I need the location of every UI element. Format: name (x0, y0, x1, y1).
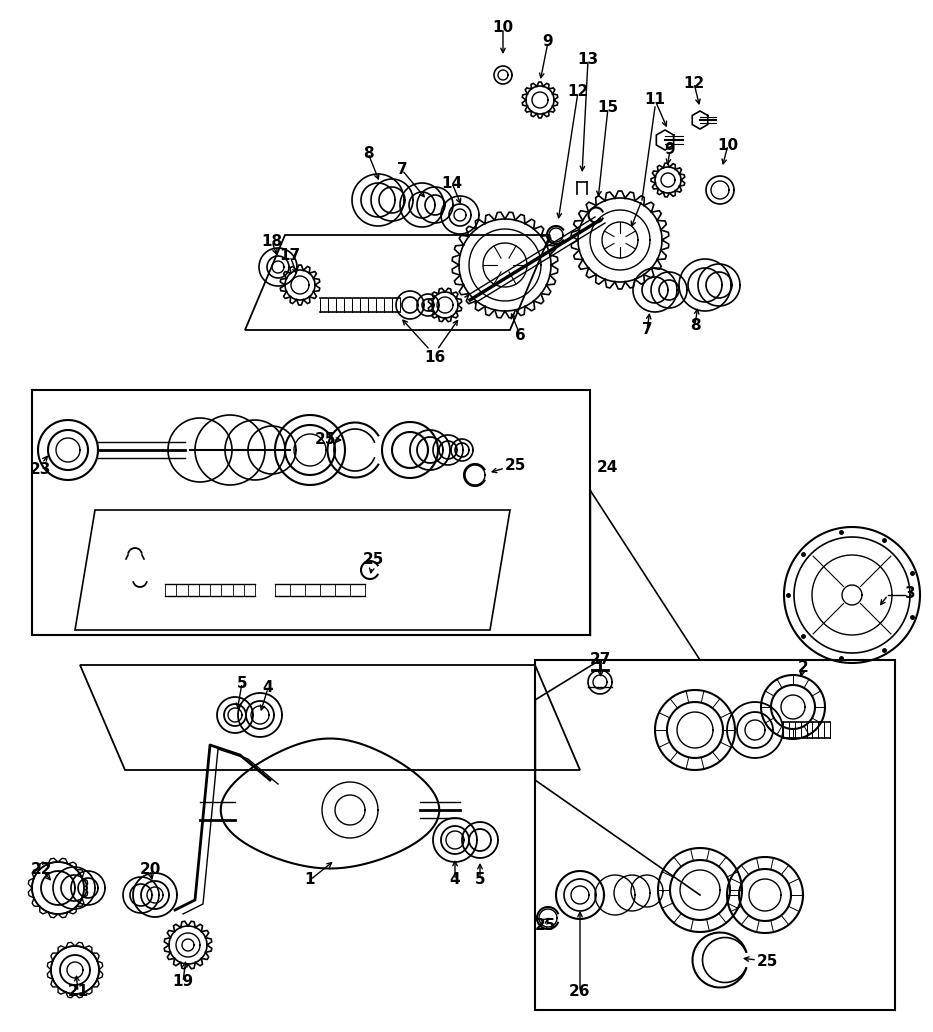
Text: 12: 12 (567, 85, 589, 99)
Text: 26: 26 (569, 985, 591, 1000)
Text: 8: 8 (689, 318, 701, 332)
Text: 19: 19 (173, 974, 193, 990)
Text: 18: 18 (261, 234, 283, 250)
Text: 17: 17 (280, 249, 300, 263)
Text: 8: 8 (363, 146, 373, 161)
Text: 11: 11 (645, 93, 665, 107)
Text: 25: 25 (362, 552, 383, 568)
Text: 5: 5 (237, 676, 247, 690)
Text: 7: 7 (642, 322, 652, 337)
Text: 1: 1 (305, 872, 315, 888)
Text: 21: 21 (67, 985, 89, 1000)
Text: 20: 20 (139, 863, 160, 877)
Text: 4: 4 (263, 680, 273, 696)
Text: 13: 13 (578, 53, 599, 67)
Text: 25: 25 (314, 432, 336, 448)
Text: 27: 27 (590, 652, 611, 668)
Text: 6: 6 (515, 327, 525, 343)
Text: 12: 12 (683, 75, 704, 91)
Text: 25: 25 (535, 917, 556, 933)
Text: 2: 2 (798, 660, 808, 676)
Text: 25: 25 (505, 457, 526, 473)
Text: 3: 3 (905, 585, 915, 601)
Text: 4: 4 (450, 872, 460, 888)
Text: 23: 23 (29, 462, 50, 478)
Text: 9: 9 (543, 34, 553, 50)
Text: 7: 7 (397, 162, 408, 178)
Text: 9: 9 (664, 142, 675, 158)
Text: 22: 22 (31, 863, 53, 877)
Text: 10: 10 (717, 137, 739, 153)
Text: 24: 24 (597, 459, 619, 475)
Text: 14: 14 (441, 175, 463, 191)
Text: 15: 15 (597, 100, 619, 116)
Text: 16: 16 (425, 351, 446, 365)
Text: 10: 10 (493, 21, 513, 35)
Text: 25: 25 (757, 955, 778, 969)
Text: 5: 5 (475, 872, 485, 888)
